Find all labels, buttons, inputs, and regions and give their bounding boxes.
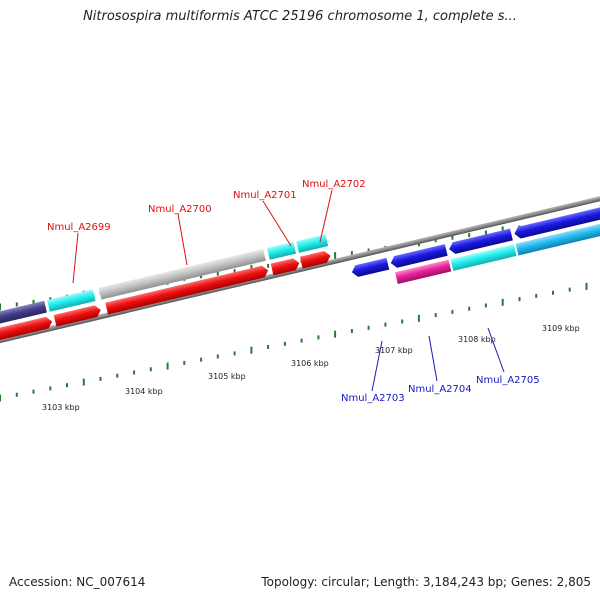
- tick-mark: [216, 271, 219, 276]
- tick-mark: [32, 389, 35, 394]
- gene-label-nmul-a2705[interactable]: Nmul_A2705: [476, 375, 540, 386]
- tick-mark: [300, 338, 303, 343]
- tick-mark: [183, 360, 186, 365]
- gene-nmul-a2698-navy[interactable]: [0, 300, 47, 330]
- gene-label-nmul-a2704[interactable]: Nmul_A2704: [408, 384, 472, 395]
- tick-mark: [484, 230, 487, 235]
- tick-mark: [367, 325, 370, 330]
- tick-mark: [32, 299, 35, 304]
- tick-mark: [200, 274, 203, 279]
- gene-nmul-a2700-gray[interactable]: [98, 249, 266, 300]
- gene-nmul-a2702-cyan[interactable]: [296, 234, 329, 253]
- tick-mark: [233, 269, 236, 274]
- gene-blue-arrow-3[interactable]: [448, 228, 513, 255]
- tick-mark: [367, 248, 370, 253]
- callout-line-a2701: [262, 200, 292, 247]
- tick-mark: [133, 370, 136, 375]
- tick-mark: [233, 351, 236, 356]
- tick-mark: [216, 354, 219, 359]
- tick-mark: [501, 298, 504, 306]
- kbp-label-3103: 3103 kbp: [42, 403, 80, 412]
- accession-text: Accession: NC_007614: [9, 575, 146, 589]
- tick-mark: [451, 235, 454, 240]
- tick-mark: [568, 287, 571, 292]
- gene-label-nmul-a2700[interactable]: Nmul_A2700: [148, 204, 212, 215]
- tick-mark: [317, 335, 320, 340]
- tick-mark: [334, 252, 337, 260]
- tick-mark: [200, 357, 203, 362]
- gene-nmul-a2705-cyan[interactable]: [450, 244, 517, 271]
- callout-line-a2699: [72, 232, 79, 284]
- tick-mark: [99, 376, 102, 381]
- gene-nmul-a2704-pink[interactable]: [395, 259, 452, 284]
- tick-mark: [401, 319, 404, 324]
- kbp-label-3106: 3106 kbp: [291, 359, 329, 368]
- gene-arrow-red-2[interactable]: [53, 304, 103, 327]
- gene-arrow-red-1[interactable]: [0, 316, 54, 345]
- gene-label-nmul-a2699[interactable]: Nmul_A2699: [47, 222, 111, 233]
- tick-mark: [384, 322, 387, 327]
- tick-mark: [552, 290, 554, 295]
- tick-mark: [267, 263, 270, 268]
- gene-nmul-a2703-blue[interactable]: [350, 257, 390, 278]
- tick-mark: [350, 251, 353, 256]
- tick-mark: [434, 313, 437, 318]
- tick-mark: [334, 330, 337, 338]
- kbp-label-3109: 3109 kbp: [542, 324, 580, 333]
- gene-label-nmul-a2702[interactable]: Nmul_A2702: [302, 179, 366, 190]
- tick-mark: [484, 303, 487, 308]
- kbp-label-3107: 3107 kbp: [375, 346, 413, 355]
- gene-label-nmul-a2701[interactable]: Nmul_A2701: [233, 190, 297, 201]
- gene-callout-lines: [72, 189, 505, 392]
- gene-arrow-red-4[interactable]: [270, 257, 301, 276]
- map-title: Nitrosospira multiformis ATCC 25196 chro…: [83, 9, 517, 24]
- gene-nmul-a2701-cyan[interactable]: [267, 241, 297, 260]
- tick-mark: [585, 282, 588, 290]
- tick-mark: [267, 345, 270, 349]
- chromosome-backbone: [0, 190, 600, 348]
- tick-mark: [0, 303, 1, 311]
- gene-blue-arrow-2[interactable]: [389, 244, 448, 269]
- tick-mark: [283, 341, 286, 346]
- tick-mark: [451, 309, 454, 314]
- gene-arrow-red-5[interactable]: [299, 250, 332, 269]
- tick-mark: [535, 293, 538, 298]
- tick-mark: [250, 346, 253, 354]
- tick-mark: [15, 302, 18, 307]
- kbp-scale-labels: 3103 kbp 3104 kbp 3105 kbp 3106 kbp 3107…: [42, 324, 580, 412]
- tick-mark: [49, 386, 52, 391]
- tick-marks-lower: [0, 282, 588, 402]
- gene-arrow-red-3[interactable]: [105, 265, 269, 315]
- callout-line-a2705: [487, 327, 505, 373]
- tick-mark: [434, 238, 437, 243]
- tick-mark: [166, 362, 169, 370]
- gene-label-nmul-a2703[interactable]: Nmul_A2703: [341, 393, 405, 404]
- tick-mark: [417, 314, 420, 322]
- kbp-label-3105: 3105 kbp: [208, 372, 246, 381]
- tick-mark: [66, 383, 68, 388]
- tick-mark: [0, 394, 1, 402]
- tick-mark: [149, 367, 152, 372]
- callout-line-a2700: [177, 213, 188, 266]
- gene-labels: Nmul_A2699 Nmul_A2700 Nmul_A2701 Nmul_A2…: [47, 179, 540, 404]
- tick-mark: [15, 392, 18, 397]
- tick-mark: [82, 378, 85, 386]
- gene-lightblue[interactable]: [515, 217, 600, 256]
- tick-mark: [501, 226, 504, 234]
- tick-mark: [350, 329, 353, 333]
- gene-nmul-a2699-cyan[interactable]: [47, 289, 96, 312]
- callout-line-a2703: [371, 340, 383, 392]
- callout-line-a2704: [428, 335, 438, 382]
- topology-text: Topology: circular; Length: 3,184,243 bp…: [261, 575, 591, 589]
- gene-blue-arrow-4[interactable]: [513, 201, 600, 240]
- tick-mark: [468, 306, 471, 311]
- kbp-label-3104: 3104 kbp: [125, 387, 163, 396]
- tick-mark: [468, 233, 471, 238]
- tick-mark: [116, 373, 119, 378]
- tick-mark: [49, 297, 52, 302]
- kbp-label-3108: 3108 kbp: [458, 335, 496, 344]
- tick-mark: [518, 297, 521, 302]
- callout-line-a2702: [319, 189, 333, 243]
